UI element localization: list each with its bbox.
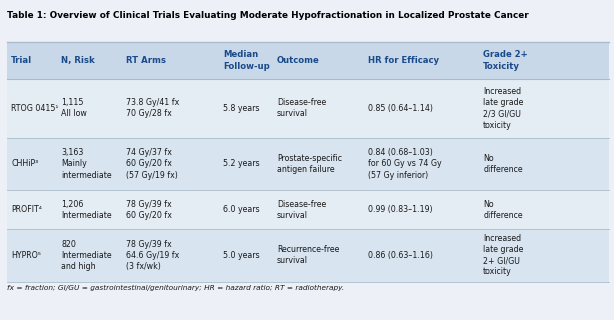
Text: 78 Gy/39 fx
60 Gy/20 fx: 78 Gy/39 fx 60 Gy/20 fx bbox=[126, 199, 172, 220]
Text: No
difference: No difference bbox=[483, 154, 523, 174]
Text: No
difference: No difference bbox=[483, 199, 523, 220]
Text: CHHiP³: CHHiP³ bbox=[11, 159, 38, 168]
Text: Table 1: Overview of Clinical Trials Evaluating Moderate Hypofractionation in Lo: Table 1: Overview of Clinical Trials Eva… bbox=[7, 11, 529, 20]
Text: 0.85 (0.64–1.14): 0.85 (0.64–1.14) bbox=[368, 104, 433, 113]
Text: Outcome: Outcome bbox=[277, 56, 320, 65]
Text: Median
Follow-up: Median Follow-up bbox=[223, 51, 270, 70]
Text: Grade 2+
Toxicity: Grade 2+ Toxicity bbox=[483, 51, 528, 70]
Text: RTOG 0415¹: RTOG 0415¹ bbox=[11, 104, 58, 113]
Text: 73.8 Gy/41 fx
70 Gy/28 fx: 73.8 Gy/41 fx 70 Gy/28 fx bbox=[126, 98, 179, 118]
Text: Disease-free
survival: Disease-free survival bbox=[277, 98, 326, 118]
Text: Recurrence-free
survival: Recurrence-free survival bbox=[277, 245, 340, 265]
Text: HR for Efficacy: HR for Efficacy bbox=[368, 56, 439, 65]
Text: Prostate-specific
antigen failure: Prostate-specific antigen failure bbox=[277, 154, 342, 174]
Text: Increased
late grade
2+ GI/GU
toxicity: Increased late grade 2+ GI/GU toxicity bbox=[483, 234, 524, 276]
Text: 3,163
Mainly
intermediate: 3,163 Mainly intermediate bbox=[61, 148, 112, 180]
Bar bbox=[7, 190, 609, 229]
Text: Disease-free
survival: Disease-free survival bbox=[277, 199, 326, 220]
Text: fx = fraction; GI/GU = gastrointestinal/genitourinary; HR = hazard ratio; RT = r: fx = fraction; GI/GU = gastrointestinal/… bbox=[7, 285, 344, 291]
Text: 1,206
Intermediate: 1,206 Intermediate bbox=[61, 199, 112, 220]
Text: 0.84 (0.68–1.03)
for 60 Gy vs 74 Gy
(57 Gy inferior): 0.84 (0.68–1.03) for 60 Gy vs 74 Gy (57 … bbox=[368, 148, 441, 180]
Text: 820
Intermediate
and high: 820 Intermediate and high bbox=[61, 240, 112, 271]
Text: N, Risk: N, Risk bbox=[61, 56, 95, 65]
Text: 5.0 years: 5.0 years bbox=[223, 251, 260, 260]
Text: RT Arms: RT Arms bbox=[126, 56, 166, 65]
Text: 5.8 years: 5.8 years bbox=[223, 104, 259, 113]
Bar bbox=[7, 42, 609, 79]
Text: 6.0 years: 6.0 years bbox=[223, 205, 260, 214]
Text: HYPRO⁵: HYPRO⁵ bbox=[11, 251, 41, 260]
Text: 78 Gy/39 fx
64.6 Gy/19 fx
(3 fx/wk): 78 Gy/39 fx 64.6 Gy/19 fx (3 fx/wk) bbox=[126, 240, 179, 271]
Text: 1,115
All low: 1,115 All low bbox=[61, 98, 87, 118]
Text: Trial: Trial bbox=[11, 56, 32, 65]
Bar bbox=[7, 138, 609, 190]
Text: 0.99 (0.83–1.19): 0.99 (0.83–1.19) bbox=[368, 205, 432, 214]
Text: PROFIT⁴: PROFIT⁴ bbox=[11, 205, 42, 214]
Text: Increased
late grade
2/3 GI/GU
toxicity: Increased late grade 2/3 GI/GU toxicity bbox=[483, 87, 524, 130]
Bar bbox=[7, 229, 609, 282]
Bar bbox=[7, 79, 609, 138]
Text: 0.86 (0.63–1.16): 0.86 (0.63–1.16) bbox=[368, 251, 433, 260]
Text: 74 Gy/37 fx
60 Gy/20 fx
(57 Gy/19 fx): 74 Gy/37 fx 60 Gy/20 fx (57 Gy/19 fx) bbox=[126, 148, 177, 180]
Text: 5.2 years: 5.2 years bbox=[223, 159, 260, 168]
